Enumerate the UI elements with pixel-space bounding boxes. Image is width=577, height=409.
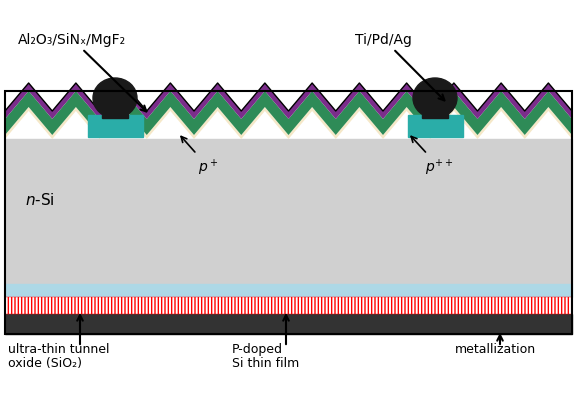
Text: $p^{++}$: $p^{++}$ xyxy=(411,137,454,178)
Text: Al₂O₃/SiNₓ/MgF₂: Al₂O₃/SiNₓ/MgF₂ xyxy=(18,33,147,112)
Text: oxide (SiO₂): oxide (SiO₂) xyxy=(8,356,82,369)
Polygon shape xyxy=(5,92,572,136)
Bar xyxy=(5,314,572,334)
Bar xyxy=(5,92,572,334)
Bar xyxy=(5,139,572,284)
Bar xyxy=(408,116,463,138)
Text: ultra-thin tunnel: ultra-thin tunnel xyxy=(8,342,110,355)
Bar xyxy=(5,284,572,297)
Bar xyxy=(422,103,448,119)
Bar xyxy=(102,103,128,119)
Text: $p^+$: $p^+$ xyxy=(181,137,219,178)
Text: metallization: metallization xyxy=(455,342,536,355)
Text: $n$-Si: $n$-Si xyxy=(25,191,55,207)
Bar xyxy=(5,297,572,314)
Bar xyxy=(88,116,143,138)
Ellipse shape xyxy=(93,79,137,119)
Text: P-doped: P-doped xyxy=(232,342,283,355)
Text: Si thin film: Si thin film xyxy=(232,356,299,369)
Polygon shape xyxy=(5,84,572,120)
Polygon shape xyxy=(5,108,572,139)
Ellipse shape xyxy=(413,79,457,119)
Text: Ti/Pd/Ag: Ti/Pd/Ag xyxy=(355,33,444,101)
